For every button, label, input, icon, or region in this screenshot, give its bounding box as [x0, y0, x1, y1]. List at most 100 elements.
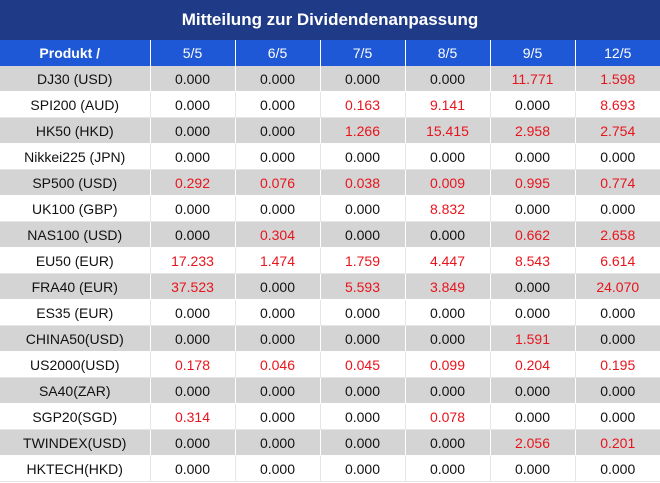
dividend-value: 0.000: [319, 325, 405, 352]
dividend-value: 0.000: [489, 91, 575, 118]
dividend-value: 17.233: [149, 247, 235, 274]
dividend-value: 0.195: [574, 351, 660, 378]
dividend-value: 1.598: [574, 66, 660, 92]
date-column-header: 7/5: [319, 40, 405, 66]
dividend-value: 0.000: [489, 195, 575, 222]
dividend-value: 0.045: [319, 351, 405, 378]
dividend-value: 1.759: [319, 247, 405, 274]
dividend-value: 24.070: [574, 273, 660, 300]
dividend-value: 0.000: [319, 143, 405, 170]
dividend-value: 1.266: [319, 117, 405, 144]
table-row: UK100 (GBP) 0.000 0.000 0.000 8.832 0.000 0.00…: [0, 195, 660, 222]
dividend-value: 0.000: [149, 221, 235, 248]
dividend-value: 0.000: [489, 455, 575, 482]
table-row: EU50 (EUR) 17.233 1.474 1.759 4.447 8.543 6.61…: [0, 247, 660, 274]
table-body: DJ30 (USD) 0.000 0.000 0.000 0.000 11.771 1.59…: [0, 66, 660, 482]
dividend-value: 0.000: [319, 195, 405, 222]
dividend-value: 0.000: [149, 66, 235, 92]
table-row: FRA40 (EUR) 37.523 0.000 5.593 3.849 0.000 24.…: [0, 273, 660, 300]
dividend-value: 0.774: [574, 169, 660, 196]
table-row: TWINDEX(USD) 0.000 0.000 0.000 0.000 2.056 0.2…: [0, 429, 660, 456]
dividend-value: 3.849: [404, 273, 490, 300]
dividend-value: 0.000: [234, 455, 320, 482]
dividend-value: 0.662: [489, 221, 575, 248]
dividend-value: 0.000: [149, 117, 235, 144]
product-name: SA40(ZAR): [0, 377, 150, 404]
dividend-value: 0.000: [234, 66, 320, 92]
table-row: SGP20(SGD) 0.314 0.000 0.000 0.078 0.000 0.000: [0, 403, 660, 430]
dividend-value: 0.000: [234, 273, 320, 300]
dividend-value: 0.000: [234, 91, 320, 118]
dividend-value: 0.000: [234, 143, 320, 170]
dividend-value: 8.543: [489, 247, 575, 274]
product-name: US2000(USD): [0, 351, 150, 378]
dividend-value: 0.000: [574, 377, 660, 404]
dividend-value: 0.000: [149, 195, 235, 222]
dividend-value: 0.009: [404, 169, 490, 196]
dividend-value: 0.000: [149, 455, 235, 482]
dividend-value: 0.000: [489, 403, 575, 430]
dividend-value: 2.658: [574, 221, 660, 248]
dividend-value: 0.204: [489, 351, 575, 378]
date-column-header: 5/5: [149, 40, 235, 66]
dividend-value: 0.000: [319, 66, 405, 92]
table-row: CHINA50(USD) 0.000 0.000 0.000 0.000 1.591 0.0…: [0, 325, 660, 352]
dividend-value: 0.163: [319, 91, 405, 118]
product-name: SP500 (USD): [0, 169, 150, 196]
dividend-value: 0.076: [234, 169, 320, 196]
dividend-value: 0.000: [319, 429, 405, 456]
dividend-value: 5.593: [319, 273, 405, 300]
table-row: NAS100 (USD) 0.000 0.304 0.000 0.000 0.662 2.6…: [0, 221, 660, 248]
dividend-value: 0.099: [404, 351, 490, 378]
product-name: NAS100 (USD): [0, 221, 150, 248]
dividend-value: 0.000: [574, 143, 660, 170]
dividend-value: 0.000: [404, 221, 490, 248]
dividend-value: 0.000: [149, 429, 235, 456]
dividend-value: 0.000: [574, 195, 660, 222]
dividend-value: 0.000: [319, 455, 405, 482]
dividend-value: 2.958: [489, 117, 575, 144]
dividend-value: 0.304: [234, 221, 320, 248]
date-column-header: 12/5: [574, 40, 660, 66]
dividend-value: 0.000: [149, 299, 235, 326]
dividend-value: 0.038: [319, 169, 405, 196]
date-column-header: 6/5: [234, 40, 320, 66]
dividend-value: 0.995: [489, 169, 575, 196]
dividend-value: 0.000: [574, 403, 660, 430]
dividend-value: 6.614: [574, 247, 660, 274]
dividend-value: 0.292: [149, 169, 235, 196]
dividend-value: 0.000: [404, 377, 490, 404]
product-name: CHINA50(USD): [0, 325, 150, 352]
product-name: ES35 (EUR): [0, 299, 150, 326]
dividend-value: 0.000: [404, 299, 490, 326]
dividend-value: 0.201: [574, 429, 660, 456]
table-row: HK50 (HKD) 0.000 0.000 1.266 15.415 2.958 2.75…: [0, 117, 660, 144]
dividend-value: 15.415: [404, 117, 490, 144]
dividend-value: 0.046: [234, 351, 320, 378]
product-column-header: Produkt /: [0, 40, 150, 66]
dividend-value: 0.000: [404, 325, 490, 352]
product-name: SPI200 (AUD): [0, 91, 150, 118]
dividend-value: 0.000: [149, 325, 235, 352]
dividend-value: 0.000: [574, 455, 660, 482]
dividend-value: 0.000: [574, 299, 660, 326]
product-name: UK100 (GBP): [0, 195, 150, 222]
dividend-table: Produkt / 5/5 6/5 7/5 8/5 9/5 12/5 DJ30 …: [0, 40, 660, 482]
dividend-value: 0.000: [489, 377, 575, 404]
dividend-value: 1.474: [234, 247, 320, 274]
dividend-value: 8.832: [404, 195, 490, 222]
dividend-value: 0.000: [574, 325, 660, 352]
dividend-value: 1.591: [489, 325, 575, 352]
dividend-value: 0.000: [404, 455, 490, 482]
table-row: ES35 (EUR) 0.000 0.000 0.000 0.000 0.000 0.000: [0, 299, 660, 326]
dividend-value: 0.000: [234, 403, 320, 430]
dividend-value: 0.178: [149, 351, 235, 378]
product-name: HKTECH(HKD): [0, 455, 150, 482]
product-name: Nikkei225 (JPN): [0, 143, 150, 170]
dividend-value: 0.000: [319, 221, 405, 248]
table-row: US2000(USD) 0.178 0.046 0.045 0.099 0.204 0.19…: [0, 351, 660, 378]
dividend-value: 4.447: [404, 247, 490, 274]
table-row: HKTECH(HKD) 0.000 0.000 0.000 0.000 0.000 0.00…: [0, 455, 660, 482]
dividend-value: 0.078: [404, 403, 490, 430]
